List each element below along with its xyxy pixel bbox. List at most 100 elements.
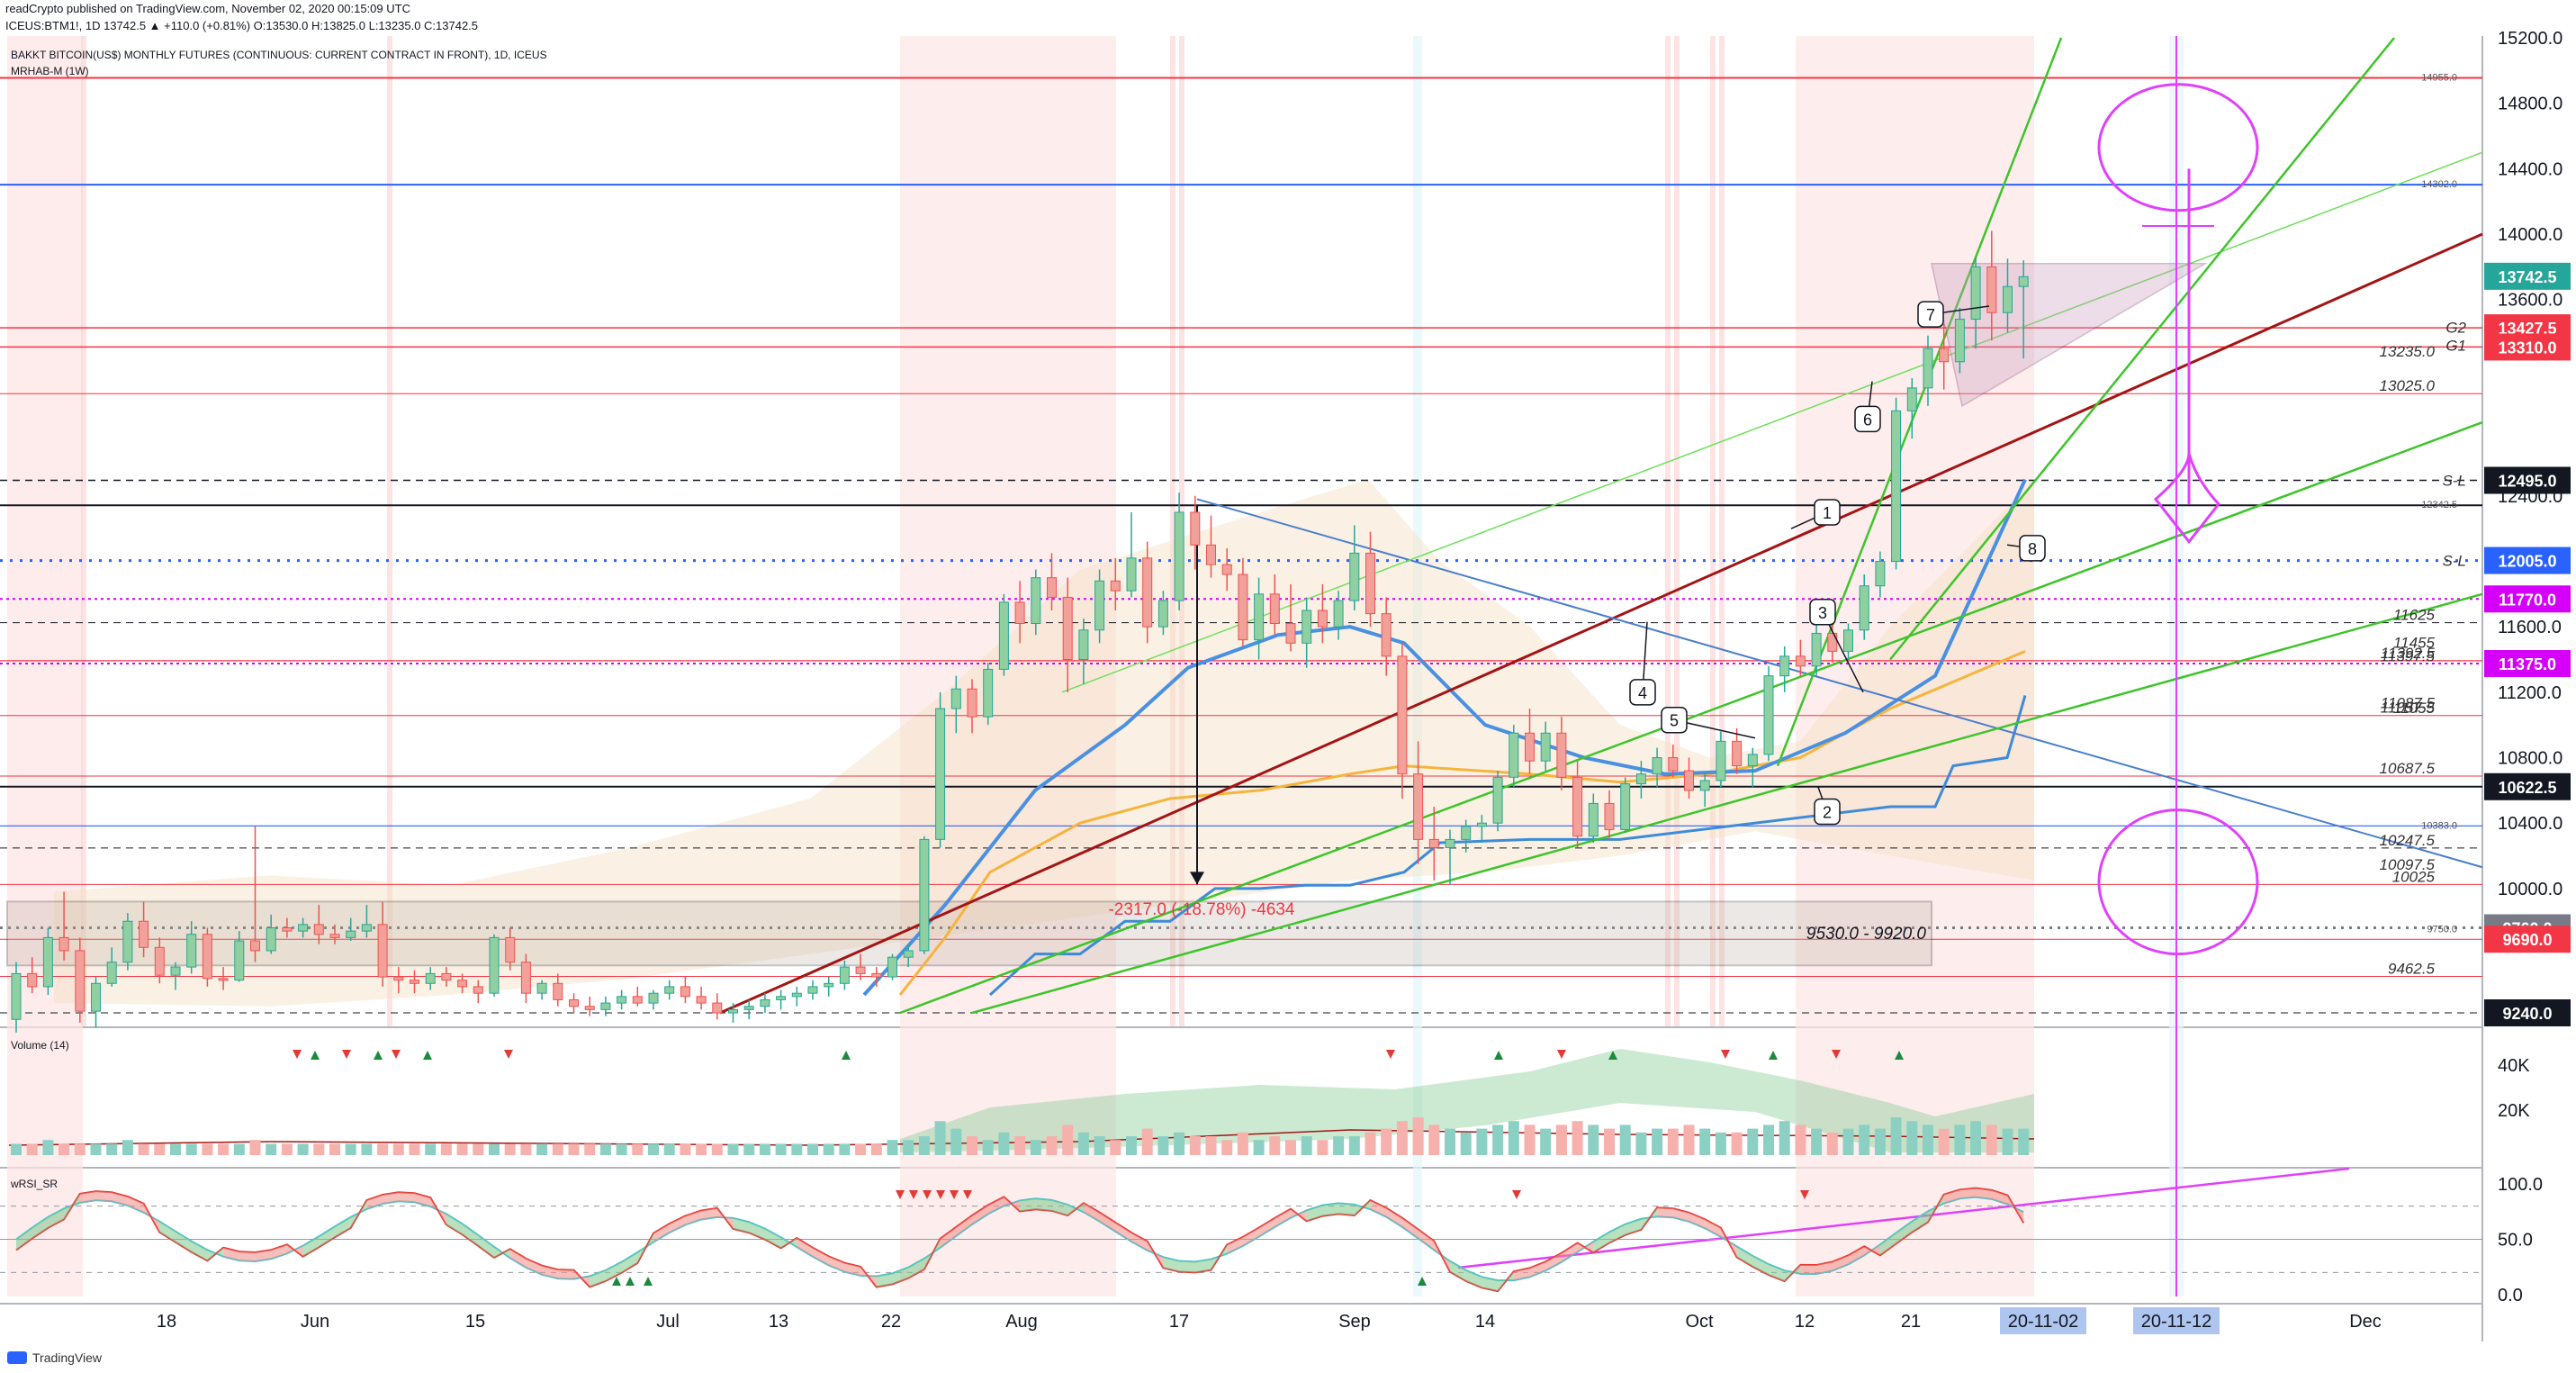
rsi-fill <box>95 1191 113 1202</box>
candle-body <box>75 950 86 1012</box>
rsi-fill <box>1848 1246 1865 1265</box>
price-badge <box>2484 585 2571 613</box>
rsi-signal-marker <box>936 1190 945 1199</box>
signal-marker <box>1769 1051 1778 1060</box>
volume-bar <box>1938 1128 1950 1155</box>
callout-number: 4 <box>1638 684 1647 702</box>
volume-bar <box>504 1143 516 1155</box>
range-box-label: 9530.0 - 9920.0 <box>1806 925 1927 944</box>
rsi-signal-marker <box>626 1277 635 1286</box>
highlight-band <box>1413 36 1422 1296</box>
line-tag: S-L <box>2443 473 2466 490</box>
rsi-fill <box>1386 1207 1402 1227</box>
candle-body <box>712 1002 723 1014</box>
candle-body <box>760 998 770 1007</box>
rsi-fill <box>1625 1218 1642 1235</box>
rsi-fill <box>1004 1197 1021 1212</box>
volume-bar <box>967 1136 977 1155</box>
candle-body <box>1540 732 1551 762</box>
candle-body <box>1588 802 1599 837</box>
candle-body <box>919 838 930 952</box>
highlight-band-thin <box>81 36 86 1026</box>
volume-bar <box>281 1143 293 1155</box>
candle-body <box>1492 776 1503 824</box>
candle-body <box>489 936 500 994</box>
candle-body <box>1317 610 1328 628</box>
volume-bar <box>11 1143 22 1155</box>
volume-bar <box>1572 1121 1583 1155</box>
trendline-green-2 <box>971 592 2483 1015</box>
volume-pane-label: Volume (14) <box>11 1039 69 1052</box>
candle-body <box>1923 348 1933 389</box>
volume-bar <box>138 1143 149 1155</box>
signal-marker <box>342 1050 351 1059</box>
price-badge-label: 10622.5 <box>2498 779 2556 797</box>
target-circle-bottom <box>2097 808 2259 956</box>
rsi-fill <box>350 1200 367 1228</box>
volume-bar <box>1365 1132 1376 1155</box>
candle-body <box>728 1008 738 1014</box>
candle-body <box>2003 285 2013 313</box>
rsi-fill <box>590 1269 606 1287</box>
volume-bar <box>870 1143 882 1155</box>
candle-body <box>1509 732 1519 778</box>
rsi-fill <box>79 1191 96 1203</box>
signal-marker <box>842 1051 851 1060</box>
rsi-fill <box>1816 1261 1833 1275</box>
price-axis-tick: 11600.0 <box>2498 618 2562 637</box>
signal-marker <box>1608 1051 1617 1060</box>
highlight-band-thin <box>387 36 392 1026</box>
volume-bar <box>1014 1136 1026 1155</box>
candle-body <box>1014 601 1025 625</box>
volume-bar <box>918 1136 930 1155</box>
line-tag: G2 <box>2445 320 2466 337</box>
rsi-fill <box>637 1233 653 1263</box>
candle-body <box>1732 740 1743 767</box>
time-axis-tick: 15 <box>465 1312 485 1332</box>
rsi-fill <box>1242 1227 1259 1246</box>
rsi-fill <box>1020 1198 1036 1212</box>
candle-body <box>250 940 260 952</box>
time-axis-tick: 22 <box>881 1312 901 1332</box>
footer-brand[interactable]: TradingView <box>7 1350 102 1365</box>
rsi-fill <box>716 1207 734 1229</box>
price-badge <box>2484 466 2571 494</box>
rsi-fill <box>797 1238 813 1257</box>
rsi-fill <box>366 1194 383 1210</box>
candle-body <box>791 992 802 998</box>
time-axis-tick: 12 <box>1795 1312 1815 1332</box>
price-badge <box>2484 772 2571 800</box>
volume-bar <box>1540 1128 1552 1155</box>
level-label: 10025 <box>2392 868 2436 885</box>
volume-bar <box>440 1143 452 1155</box>
candle-body <box>1699 780 1710 791</box>
volume-bar <box>632 1143 644 1155</box>
candle-body <box>457 980 468 988</box>
rsi-signal-marker <box>1512 1190 1521 1199</box>
volume-bar <box>680 1143 691 1155</box>
callout-number: 3 <box>1818 604 1827 622</box>
rsi-fill <box>1306 1205 1323 1222</box>
rsi-fill <box>685 1210 702 1225</box>
callout-box <box>1854 405 1881 433</box>
trendline-green-1 <box>899 420 2483 1015</box>
rsi-fill <box>1705 1219 1721 1237</box>
candle-body <box>887 956 897 978</box>
rsi-fill <box>191 1241 208 1261</box>
chart-title: BAKKT BITCOIN(US$) MONTHLY FUTURES (CONT… <box>11 49 547 61</box>
candle-body <box>1986 266 1997 313</box>
candle-body <box>664 986 675 994</box>
price-badge <box>2484 926 2571 953</box>
time-axis-highlight <box>2000 1307 2086 1334</box>
rsi-fill <box>813 1247 829 1266</box>
rsi-fill <box>478 1234 494 1258</box>
volume-bar <box>552 1143 563 1155</box>
rsi-fill <box>255 1250 272 1261</box>
level-label: 11087.5 <box>2381 694 2436 711</box>
candle-body <box>425 972 436 984</box>
candle-body <box>346 930 356 938</box>
rsi-fill <box>1051 1199 1068 1216</box>
signal-marker <box>1557 1050 1566 1059</box>
rsi-fill <box>1338 1203 1355 1215</box>
